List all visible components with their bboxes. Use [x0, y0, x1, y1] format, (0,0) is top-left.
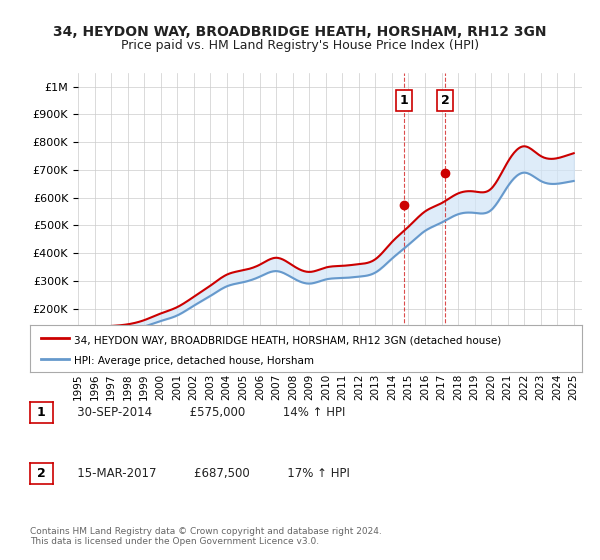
Text: 34, HEYDON WAY, BROADBRIDGE HEATH, HORSHAM, RH12 3GN: 34, HEYDON WAY, BROADBRIDGE HEATH, HORSH… — [53, 25, 547, 39]
Text: 2: 2 — [37, 467, 46, 480]
Text: 1: 1 — [400, 94, 409, 107]
Text: Price paid vs. HM Land Registry's House Price Index (HPI): Price paid vs. HM Land Registry's House … — [121, 39, 479, 52]
Text: Contains HM Land Registry data © Crown copyright and database right 2024.
This d: Contains HM Land Registry data © Crown c… — [30, 526, 382, 546]
Text: 15-MAR-2017          £687,500          17% ↑ HPI: 15-MAR-2017 £687,500 17% ↑ HPI — [66, 467, 350, 480]
Text: 30-SEP-2014          £575,000          14% ↑ HPI: 30-SEP-2014 £575,000 14% ↑ HPI — [66, 405, 346, 419]
Text: 2: 2 — [440, 94, 449, 107]
Text: 34, HEYDON WAY, BROADBRIDGE HEATH, HORSHAM, RH12 3GN (detached house): 34, HEYDON WAY, BROADBRIDGE HEATH, HORSH… — [74, 335, 502, 345]
Text: HPI: Average price, detached house, Horsham: HPI: Average price, detached house, Hors… — [74, 356, 314, 366]
Text: 1: 1 — [37, 405, 46, 419]
